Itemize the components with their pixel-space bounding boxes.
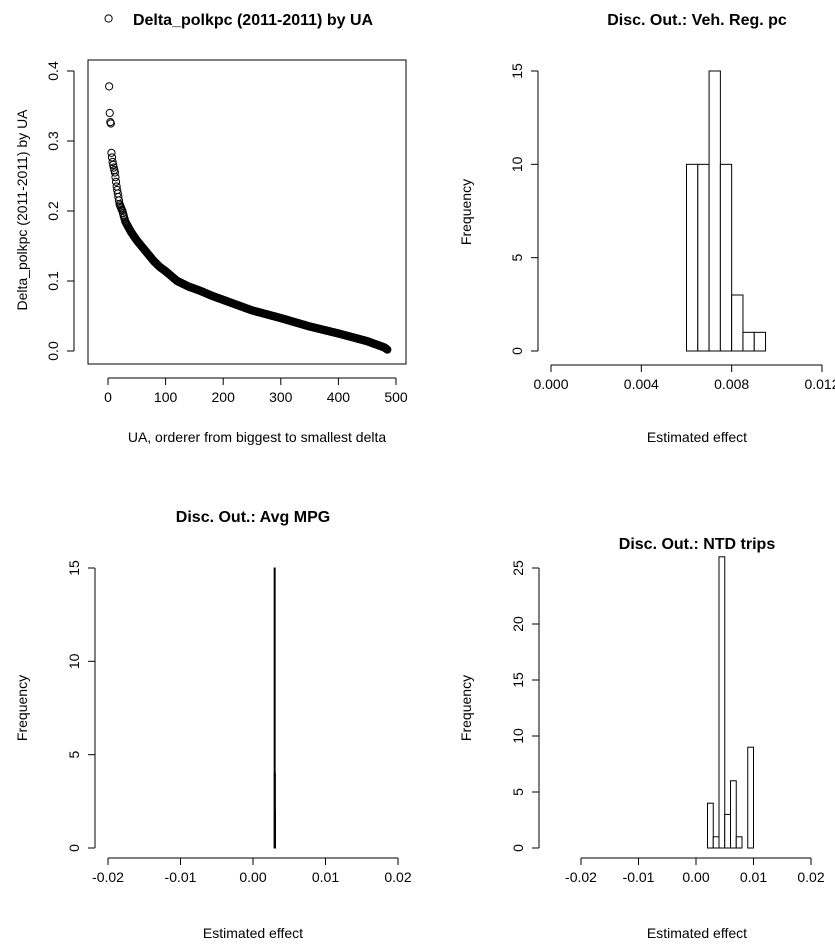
x-tick-label: -0.01 (165, 869, 197, 885)
scatter-point (111, 177, 121, 186)
scatter-point (109, 160, 118, 169)
y-tick-label: 0 (66, 844, 82, 852)
x-tick-label: -0.02 (565, 869, 597, 885)
y-tick-label: 5 (510, 788, 526, 796)
y-tick-label: 0.3 (45, 131, 61, 151)
panel-scatter-delta: Delta_polkpc (2011-2011) by UA UA, order… (14, 12, 408, 445)
y-tick-label: 0.2 (45, 201, 61, 221)
scatter-points (104, 14, 392, 354)
x-tick-label: 300 (269, 389, 293, 405)
histogram-bar (712, 836, 720, 849)
panel-hist-ntd-trips: Disc. Out.: NTD trips Estimated effect F… (458, 536, 825, 941)
y-axis-label: Frequency (14, 675, 30, 741)
x-axis: -0.02 -0.01 0.00 0.01 0.02 (565, 857, 825, 885)
y-axis-label: Delta_polkpc (2011-2011) by UA (14, 109, 30, 311)
histogram-bar (686, 163, 699, 352)
x-tick-label: 0.01 (740, 869, 767, 885)
x-tick-label: 0.00 (239, 869, 266, 885)
y-tick-label: 0 (509, 347, 525, 355)
y-tick-label: 0.0 (45, 341, 61, 361)
x-axis: 0.000 0.004 0.008 0.012 (533, 364, 835, 392)
histogram-bar (718, 556, 726, 849)
y-axis-label: Frequency (458, 179, 474, 245)
histogram-bar (708, 70, 721, 352)
y-axis-label: Frequency (458, 675, 474, 741)
histogram-bar (747, 746, 754, 849)
x-axis-label: Estimated effect (203, 925, 303, 941)
x-axis-label: UA, orderer from biggest to smallest del… (128, 429, 387, 445)
x-tick-label: 0 (104, 389, 112, 405)
histogram-bar (707, 802, 714, 849)
histogram-bar (273, 810, 276, 849)
x-tick-label: 0.004 (624, 376, 659, 392)
scatter-point (104, 14, 113, 23)
scatter-point (106, 119, 115, 128)
scatter-point (105, 82, 114, 91)
x-tick-label: 0.000 (533, 376, 568, 392)
chart-title: Disc. Out.: Avg MPG (176, 509, 330, 526)
histogram-bars (686, 70, 767, 352)
histogram-bars (707, 556, 754, 849)
x-tick-label: 0.008 (714, 376, 749, 392)
y-tick-label: 20 (510, 616, 526, 632)
chart-title: Disc. Out.: NTD trips (619, 536, 776, 553)
x-axis: -0.02 -0.01 0.00 0.01 0.02 (92, 857, 412, 885)
scatter-point (114, 196, 124, 205)
y-axis: 0.0 0.1 0.2 0.3 0.4 (45, 61, 75, 361)
y-tick-label: 10 (510, 728, 526, 744)
x-axis-label: Estimated effect (647, 429, 747, 445)
x-tick-label: 0.01 (312, 869, 339, 885)
plot-frame (87, 59, 407, 365)
y-tick-label: 0.4 (45, 61, 61, 81)
y-tick-label: 5 (66, 751, 82, 759)
x-tick-label: -0.01 (623, 869, 655, 885)
x-axis-label: Estimated effect (647, 925, 747, 941)
scatter-point (105, 108, 114, 118)
x-tick-label: 500 (384, 389, 408, 405)
y-axis: 0 5 10 15 (66, 560, 96, 852)
histogram-bar (724, 813, 731, 849)
x-tick-label: 0.02 (797, 869, 824, 885)
y-axis: 0 5 10 15 (509, 63, 539, 355)
y-tick-label: 5 (509, 254, 525, 262)
histogram-bar (753, 331, 767, 352)
histogram-bar (731, 294, 744, 352)
y-tick-label: 10 (509, 156, 525, 172)
histogram-bar (697, 163, 710, 352)
x-tick-label: 200 (212, 389, 236, 405)
histogram-bar (719, 163, 733, 352)
y-tick-label: 0.1 (45, 271, 61, 291)
x-tick-label: 0.012 (804, 376, 835, 392)
scatter-point (110, 168, 120, 177)
scatter-point (107, 148, 116, 157)
y-tick-label: 25 (510, 560, 526, 576)
y-tick-label: 15 (510, 672, 526, 688)
scatter-point (108, 157, 117, 167)
x-tick-label: 100 (154, 389, 178, 405)
y-tick-label: 15 (66, 560, 82, 576)
x-axis: 0 100 200 300 400 500 (104, 377, 408, 405)
x-tick-label: -0.02 (92, 869, 124, 885)
chart-title: Delta_polkpc (2011-2011) by UA (133, 12, 374, 29)
x-tick-label: 0.00 (682, 869, 709, 885)
chart-title: Disc. Out.: Veh. Reg. pc (607, 12, 787, 29)
x-tick-label: 400 (327, 389, 351, 405)
y-tick-label: 0 (510, 844, 526, 852)
histogram-bar (735, 836, 743, 849)
panel-hist-veh-reg: Disc. Out.: Veh. Reg. pc Estimated effec… (458, 12, 835, 445)
scatter-point (111, 173, 120, 182)
histogram-bars (273, 567, 276, 849)
histogram-bar (730, 780, 737, 849)
x-tick-label: 0.02 (384, 869, 411, 885)
y-tick-label: 10 (66, 653, 82, 669)
panel-hist-avg-mpg: Disc. Out.: Avg MPG Estimated effect Fre… (14, 509, 412, 941)
y-tick-label: 15 (509, 63, 525, 79)
histogram-bar (742, 331, 755, 352)
y-axis: 0 5 10 15 20 25 (510, 560, 540, 852)
scatter-point (383, 345, 392, 354)
